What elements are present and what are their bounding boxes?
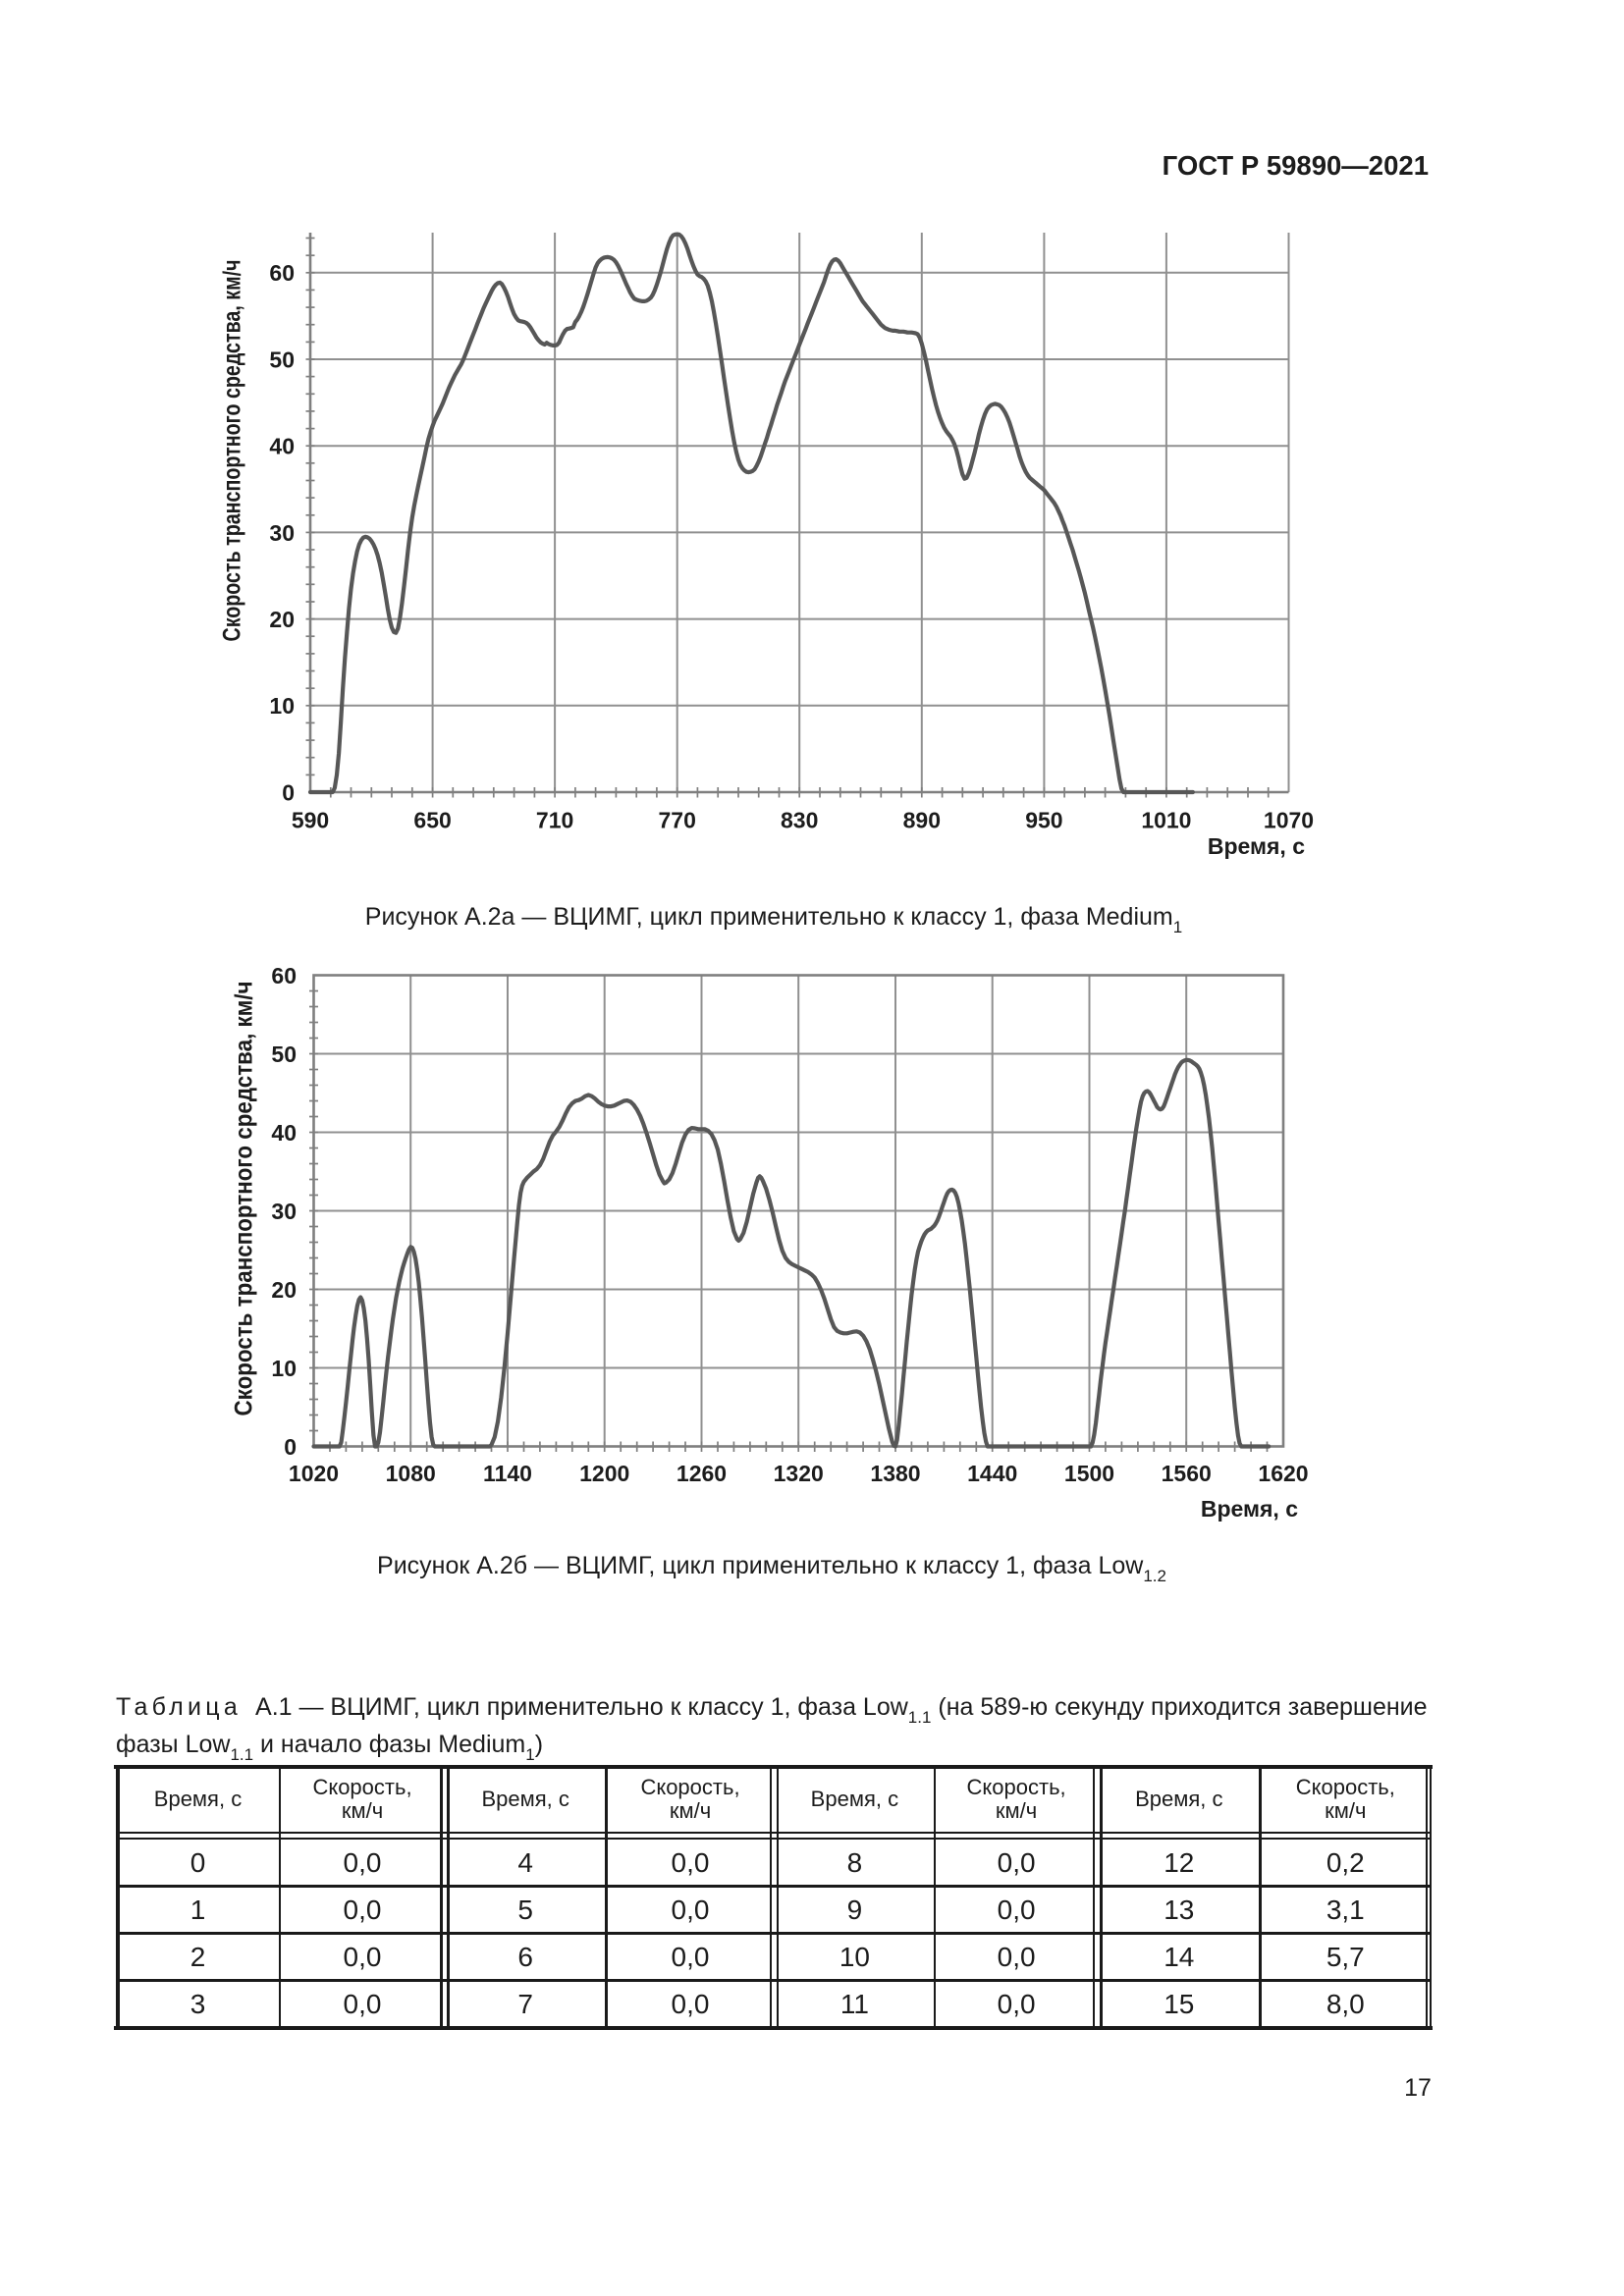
svg-text:0: 0 (282, 779, 295, 805)
svg-text:10: 10 (271, 1356, 297, 1381)
svg-text:1620: 1620 (1258, 1461, 1308, 1486)
svg-text:1500: 1500 (1064, 1461, 1114, 1486)
svg-text:40: 40 (271, 1120, 297, 1146)
svg-text:710: 710 (536, 807, 573, 832)
svg-text:1020: 1020 (289, 1461, 339, 1486)
svg-text:1380: 1380 (870, 1461, 920, 1486)
svg-text:770: 770 (659, 807, 696, 832)
svg-text:1200: 1200 (579, 1461, 629, 1486)
svg-text:590: 590 (292, 807, 329, 832)
svg-text:Скорость транспортного средств: Скорость транспортного средства, км/ч (219, 260, 246, 642)
svg-text:1320: 1320 (774, 1461, 824, 1486)
svg-text:Время, с: Время, с (1201, 1496, 1298, 1522)
svg-text:0: 0 (284, 1434, 297, 1460)
svg-text:Скорость транспортного средств: Скорость транспортного средства, км/ч (231, 982, 258, 1416)
svg-text:1010: 1010 (1141, 807, 1191, 832)
svg-text:1260: 1260 (677, 1461, 727, 1486)
svg-text:950: 950 (1025, 807, 1062, 832)
svg-text:60: 60 (271, 963, 297, 988)
svg-text:20: 20 (271, 1277, 297, 1303)
svg-text:1560: 1560 (1162, 1461, 1212, 1486)
svg-text:30: 30 (271, 1199, 297, 1224)
svg-text:10: 10 (269, 693, 295, 719)
svg-text:Время, с: Время, с (1208, 833, 1305, 859)
svg-text:50: 50 (269, 347, 295, 372)
svg-text:40: 40 (269, 434, 295, 459)
svg-text:30: 30 (269, 520, 295, 546)
svg-text:890: 890 (903, 807, 941, 832)
svg-text:1070: 1070 (1264, 807, 1314, 832)
svg-text:1140: 1140 (483, 1461, 532, 1486)
svg-text:1080: 1080 (386, 1461, 436, 1486)
svg-text:1440: 1440 (967, 1461, 1017, 1486)
svg-text:830: 830 (781, 807, 818, 832)
svg-text:60: 60 (269, 260, 295, 286)
svg-text:650: 650 (413, 807, 451, 832)
svg-text:20: 20 (269, 607, 295, 632)
svg-text:50: 50 (271, 1041, 297, 1067)
